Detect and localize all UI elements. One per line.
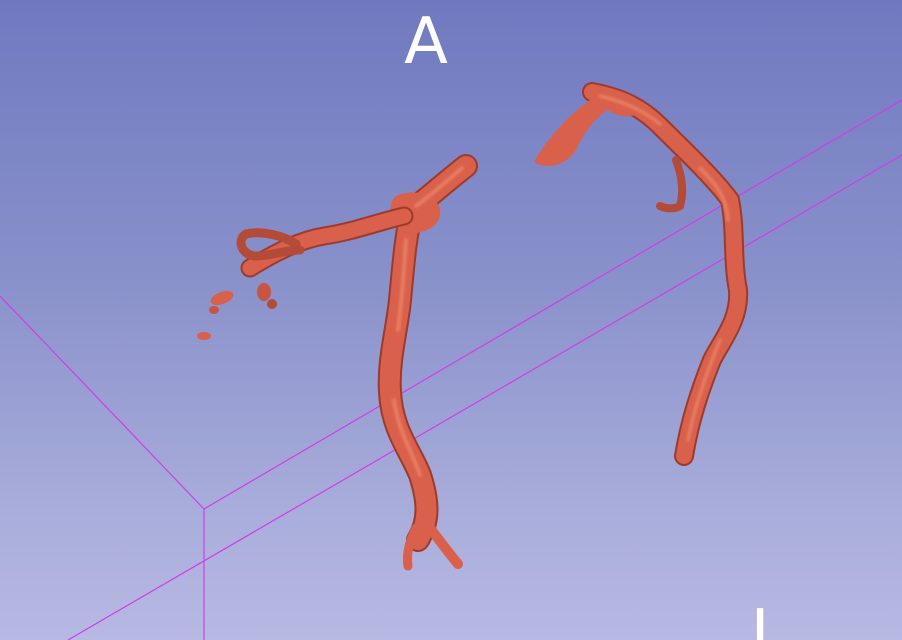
left-vessel-fragment-3 [210,291,234,305]
left-vessel-highlight [392,166,464,477]
bounding-box [0,99,902,640]
left-vessel-fragment-1 [257,283,271,301]
right-vessel-highlight [598,94,730,442]
left-vessel-fork-tip [419,515,463,569]
box-edge-lower [67,154,902,640]
right-vessel[interactable] [534,82,749,466]
left-vessel-branch-loop [236,228,305,261]
box-edge-left-diagonal [0,295,205,510]
left-vessel[interactable] [197,154,478,571]
right-vessel-head [534,91,641,166]
box-edge-upper [203,99,902,510]
right-vessel-hook [656,156,687,213]
left-vessel-branch [242,208,412,276]
left-vessel-fragment-5 [197,332,211,340]
right-vessel-main-shadow [582,82,749,466]
left-vessel-fragment-2 [267,299,277,309]
orientation-label-corner: I [750,597,770,640]
left-vessel-fragment-4 [209,306,219,314]
orientation-label-top: A [404,5,448,79]
right-vessel-main [584,84,747,464]
left-vessel-fork-tip-2 [403,523,421,571]
